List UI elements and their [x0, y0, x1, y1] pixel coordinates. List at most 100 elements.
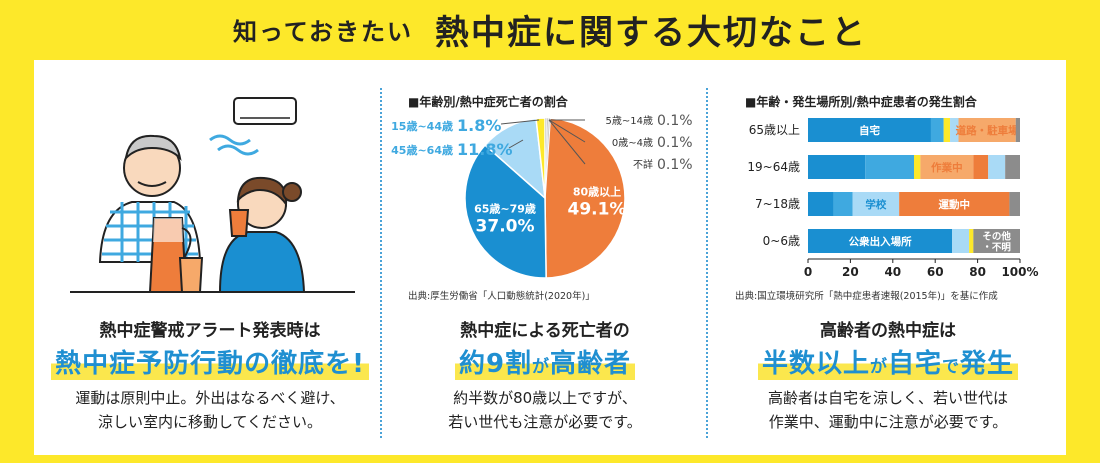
header-title-small: 知っておきたい	[232, 17, 414, 46]
pie-value-label: 1.8%	[457, 116, 501, 135]
pie-value-label: 49.1%	[567, 199, 626, 219]
bar-segment-label: その他	[982, 231, 1011, 243]
bar-segment	[1015, 118, 1020, 142]
pie-leader-line	[548, 119, 586, 165]
middle-headline-b: が	[532, 357, 551, 377]
x-tick-label: 20	[842, 265, 859, 279]
pie-slice	[544, 117, 551, 199]
bar-segment	[952, 229, 970, 253]
bar-segment	[914, 155, 921, 179]
bar-category-label: 0~6歳	[763, 234, 800, 248]
pie-value-label: 0.1%	[657, 135, 693, 151]
girl-icon	[218, 176, 306, 293]
bar-segment	[808, 229, 953, 253]
bar-segment	[808, 118, 931, 142]
left-body-line-2: 涼しい室内に移動してください。	[97, 413, 323, 431]
pie-leader-line	[548, 119, 586, 143]
right-body-line-2: 作業中、運動中に注意が必要です。	[768, 413, 1008, 431]
bar-segment-label: 学校	[865, 198, 887, 211]
divider-left	[380, 88, 382, 438]
bar-chart: 65歳以上 自宅 道路・駐車場 19~64歳 作業中 7~18歳 学校 運動中 0~6歳 公衆出入…	[747, 118, 1039, 279]
pie-slice	[544, 117, 626, 279]
bar-category-label: 19~64歳	[747, 160, 800, 174]
pie-value-label: 0.1%	[657, 157, 693, 173]
middle-body-line-1: 約半数が80歳以上ですが、	[453, 389, 637, 407]
bar-category-label: 7~18歳	[755, 197, 800, 211]
right-body: 高齢者は自宅を涼しく、若い世代は 作業中、運動中に注意が必要です。	[710, 386, 1066, 434]
right-headline-a: 半数以上	[761, 349, 870, 379]
bar-segment	[973, 229, 1020, 253]
left-body: 運動は原則中止。外出はなるべく避け、 涼しい室内に移動してください。	[40, 386, 380, 434]
bar-segment	[950, 118, 959, 142]
bar-segment	[852, 192, 900, 216]
middle-caption: 熱中症による死亡者の 約9割が高齢者 約半数が80歳以上ですが、 若い世代も注意…	[384, 316, 706, 434]
bar-chart-title: ■年齢・発生場所別/熱中症患者の発生割合	[745, 95, 977, 109]
middle-headline: 約9割が高齢者	[454, 343, 636, 380]
middle-headline-c: 高齢者	[550, 349, 632, 379]
air-conditioner-icon	[209, 97, 297, 156]
pie-label: 45歳~64歳	[391, 143, 453, 157]
pie-value-label: 0.1%	[657, 113, 693, 129]
middle-body-line-2: 若い世代も注意が必要です。	[448, 413, 642, 431]
pie-label: 80歳以上	[573, 184, 621, 198]
right-headline: 半数以上が自宅で発生	[757, 343, 1019, 380]
bar-segment	[969, 229, 974, 253]
left-headline: 熱中症予防行動の徹底を!	[51, 343, 369, 380]
bar-segment	[958, 118, 1016, 142]
header-banner: 知っておきたい 熱中症に関する大切なこと	[0, 0, 1100, 58]
bar-segment-label: 運動中	[939, 198, 971, 211]
pie-leader-line	[508, 139, 524, 149]
pie-value-label: 11.8%	[457, 140, 513, 159]
pie-chart-title: ■年齢別/熱中症死亡者の割合	[408, 95, 568, 109]
x-tick-label: 40	[884, 265, 901, 279]
bar-category-label: 65歳以上	[749, 123, 800, 137]
right-headline-c: 自宅	[887, 349, 942, 379]
bar-segment	[930, 118, 944, 142]
bar-segment	[943, 118, 951, 142]
right-headline-b: が	[869, 357, 888, 377]
pie-value-label: 37.0%	[476, 216, 535, 236]
x-tick-label: 80	[969, 265, 986, 279]
bar-segment-label: 作業中	[931, 161, 963, 174]
bar-segment	[920, 155, 974, 179]
middle-headline-a: 約9割	[458, 349, 533, 379]
pie-label: 0歳~4歳	[612, 137, 653, 149]
pie-chart-source: 出典:厚生労働省「人口動態統計(2020年)」	[408, 291, 595, 302]
glass-icon	[178, 257, 204, 293]
bar-segment	[988, 155, 1006, 179]
right-caption: 高齢者の熱中症は 半数以上が自宅で発生 高齢者は自宅を涼しく、若い世代は 作業中…	[710, 316, 1066, 434]
left-caption: 熱中症警戒アラート発表時は 熱中症予防行動の徹底を! 運動は原則中止。外出はなる…	[40, 316, 380, 434]
bar-segment-label: 自宅	[859, 124, 881, 137]
right-body-line-1: 高齢者は自宅を涼しく、若い世代は	[767, 389, 1008, 407]
bar-segment	[865, 155, 914, 179]
x-tick-label: 100%	[1001, 265, 1038, 279]
bar-segment-label: 公衆出入場所	[849, 235, 912, 248]
bar-segment	[1005, 155, 1020, 179]
right-lead: 高齢者の熱中症は	[820, 321, 956, 341]
pie-slice	[464, 144, 547, 279]
divider-right	[706, 88, 708, 438]
bar-segment-label: 道路・駐車場	[956, 124, 1019, 137]
water-pitcher-icon	[148, 217, 192, 293]
middle-body: 約半数が80歳以上ですが、 若い世代も注意が必要です。	[384, 386, 706, 434]
pie-label: 5歳~14歳	[606, 115, 653, 127]
middle-lead: 熱中症による死亡者の	[460, 321, 630, 341]
illustration	[70, 97, 355, 293]
bar-chart-source: 出典:国立環境研究所「熱中症患者速報(2015年)」を基に作成	[735, 291, 998, 302]
bar-segment	[973, 155, 989, 179]
elderly-man-icon	[98, 134, 202, 263]
header-title-large: 熱中症に関する大切なこと	[435, 12, 868, 53]
pie-label: 15歳~44歳	[391, 119, 453, 133]
bar-segment	[899, 192, 1010, 216]
bar-segment	[1009, 192, 1020, 216]
bar-segment	[808, 155, 866, 179]
pie-leader-line	[500, 119, 540, 125]
left-body-line-1: 運動は原則中止。外出はなるべく避け、	[75, 389, 345, 407]
bar-segment	[808, 192, 834, 216]
right-headline-e: 発生	[960, 349, 1015, 379]
x-tick-label: 0	[804, 265, 812, 279]
bar-segment-label: ・不明	[982, 243, 1011, 254]
bar-segment	[833, 192, 853, 216]
pie-label: 65歳~79歳	[474, 201, 536, 215]
